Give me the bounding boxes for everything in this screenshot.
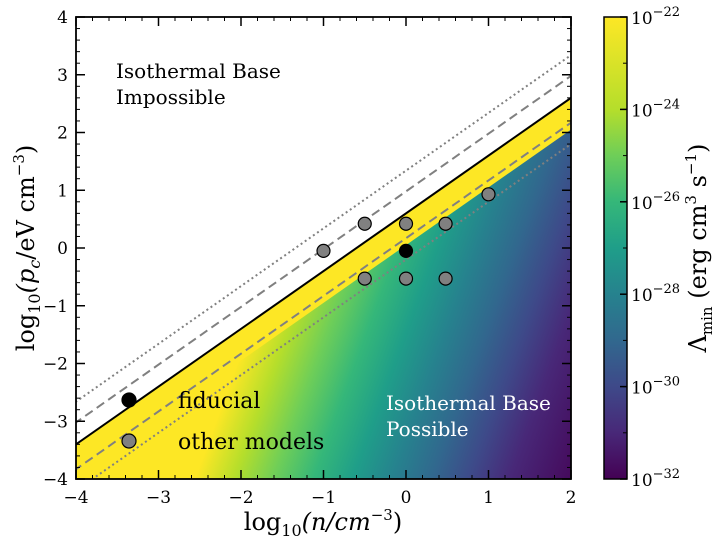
y-tick-label: 3 xyxy=(57,66,68,86)
y-tick-label: 1 xyxy=(57,181,68,201)
other-model-point xyxy=(481,187,496,202)
data-markers xyxy=(316,187,496,286)
y-tick-label: −3 xyxy=(43,412,68,432)
fiducial-point xyxy=(398,243,414,258)
colorbar-label: Λmin (erg cm3 s−1) xyxy=(682,144,716,354)
x-axis-ticks: −4 −3 −2 −1 0 1 2 xyxy=(63,17,576,508)
x-tick-label: 2 xyxy=(566,488,577,508)
y-tick-label: −1 xyxy=(43,297,68,317)
y-tick-label: −4 xyxy=(43,470,68,490)
x-tick-label: −3 xyxy=(146,488,171,508)
y-tick-label: −2 xyxy=(43,355,68,375)
x-tick-label: 1 xyxy=(483,488,494,508)
legend: fiducial other models xyxy=(121,389,324,455)
other-model-point xyxy=(398,216,414,231)
legend-fiducial-marker xyxy=(121,392,137,408)
dotted-line-0 xyxy=(76,53,571,403)
legend-other-marker xyxy=(121,433,137,449)
x-tick-label: −1 xyxy=(311,488,336,508)
other-model-point xyxy=(357,216,372,231)
y-axis-label: log10(pc/eV cm−3) xyxy=(10,145,44,352)
y-tick-label: 2 xyxy=(57,124,68,144)
reference-lines xyxy=(76,53,571,479)
dashed-line-1 xyxy=(76,121,571,471)
x-tick-label: −2 xyxy=(228,488,253,508)
other-model-point xyxy=(398,271,414,286)
colorbar-tick-label: 10−24 xyxy=(631,97,680,121)
annotation-impossible-line2: Impossible xyxy=(116,85,226,109)
x-tick-label: −4 xyxy=(63,488,88,508)
other-model-point xyxy=(316,243,331,258)
y-tick-label: 0 xyxy=(57,239,68,259)
dotted-line-1 xyxy=(90,142,571,479)
colorbar-ticks: 10−22 10−24 10−26 10−28 10−30 10−32 xyxy=(620,5,680,491)
dashed-line-0 xyxy=(76,74,571,424)
other-model-point xyxy=(438,271,453,286)
boundary-line xyxy=(76,96,571,446)
colorbar-tick-label: 10−30 xyxy=(631,375,680,399)
other-model-point xyxy=(357,271,372,286)
annotation-possible-line2: Possible xyxy=(386,417,469,441)
colorbar-tick-label: 10−32 xyxy=(631,467,680,491)
colorbar-tick-label: 10−26 xyxy=(631,190,680,214)
colorbar-tick-label: 10−22 xyxy=(631,5,680,29)
x-axis-label: log10(n/cm−3) xyxy=(244,506,402,540)
x-tick-label: 0 xyxy=(401,488,412,508)
legend-fiducial-label: fiducial xyxy=(178,389,260,414)
y-tick-label: 4 xyxy=(57,8,68,28)
annotation-possible-line1: Isothermal Base xyxy=(386,391,551,415)
y-axis-ticks: −4 −3 −2 −1 0 1 2 3 4 xyxy=(43,8,571,490)
annotation-impossible-line1: Isothermal Base xyxy=(116,59,281,83)
colorbar-tick-label: 10−28 xyxy=(631,282,680,306)
legend-other-label: other models xyxy=(178,430,324,455)
other-model-point xyxy=(438,216,453,231)
